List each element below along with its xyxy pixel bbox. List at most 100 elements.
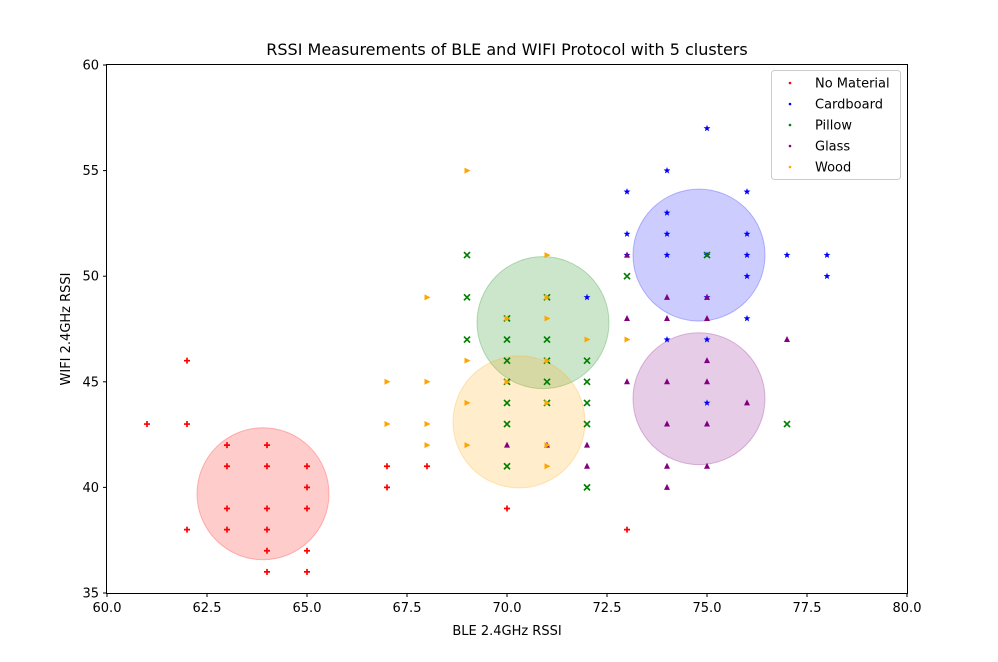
y-tick-label: 60 — [82, 59, 99, 74]
data-point — [304, 484, 310, 491]
data-point — [504, 315, 511, 322]
data-point — [664, 378, 670, 385]
data-point — [584, 462, 590, 469]
data-point — [184, 421, 190, 428]
data-point — [304, 547, 310, 554]
x-tick-label: 65.0 — [293, 601, 322, 616]
data-point — [823, 251, 831, 258]
data-point — [703, 251, 711, 259]
series-1 — [583, 124, 831, 406]
data-point — [224, 526, 230, 533]
data-point — [463, 293, 471, 301]
y-tick-label: 50 — [82, 270, 99, 285]
x-tick-label: 67.5 — [393, 601, 422, 616]
data-point — [703, 335, 711, 343]
data-point — [503, 462, 511, 470]
series-3 — [504, 251, 790, 490]
y-tick-label: 55 — [82, 164, 99, 179]
data-point — [744, 399, 750, 406]
data-point — [304, 568, 310, 575]
data-point — [543, 335, 551, 344]
legend-label: Cardboard — [815, 98, 883, 113]
data-point — [584, 441, 590, 448]
data-point — [224, 505, 230, 512]
data-point — [424, 294, 431, 301]
y-axis: 35 40 45 50 55 60 — [82, 59, 107, 602]
data-point — [184, 357, 190, 364]
data-point — [704, 462, 710, 469]
cluster-circle-1 — [632, 188, 766, 322]
legend-marker — [788, 165, 792, 169]
data-point — [663, 209, 671, 216]
data-point — [743, 272, 751, 280]
cluster-circle-3 — [632, 332, 766, 466]
series-4 — [384, 167, 631, 470]
legend-marker — [788, 144, 792, 148]
data-point — [504, 505, 510, 512]
data-point — [224, 463, 230, 470]
data-point — [664, 483, 670, 490]
data-point — [384, 421, 391, 428]
data-point — [503, 399, 511, 407]
data-point — [464, 167, 471, 174]
data-point — [463, 335, 471, 344]
x-tick-label: 72.5 — [593, 601, 622, 616]
data-point — [424, 442, 431, 449]
legend-marker — [788, 123, 792, 127]
data-point — [624, 526, 630, 533]
data-point — [783, 420, 791, 428]
data-point — [704, 420, 710, 427]
data-point — [624, 251, 630, 258]
data-point — [783, 251, 791, 258]
data-point — [583, 420, 591, 428]
cluster-circles — [196, 188, 766, 561]
data-point — [424, 378, 431, 385]
data-point — [663, 251, 671, 258]
data-point — [663, 335, 671, 343]
data-point — [544, 442, 551, 449]
data-point — [663, 230, 671, 237]
data-point — [384, 484, 390, 491]
x-axis: 60.0 62.5 65.0 67.5 70.0 72.5 75.0 77.5 80.0 — [93, 593, 921, 616]
data-point — [144, 421, 150, 428]
data-point — [543, 378, 551, 386]
data-point — [264, 463, 270, 470]
data-point — [464, 399, 471, 406]
legend-label: Glass — [815, 140, 850, 155]
data-point — [583, 399, 591, 407]
data-point — [544, 315, 551, 322]
data-point — [264, 505, 270, 512]
data-point — [503, 420, 511, 428]
y-axis-label: WIFI 2.4GHz RSSI — [59, 273, 74, 386]
data-point — [304, 505, 310, 512]
y-tick-label: 45 — [82, 375, 99, 390]
data-point — [584, 336, 591, 343]
x-tick-label: 77.5 — [793, 601, 822, 616]
data-point — [664, 293, 670, 300]
data-point — [544, 463, 551, 470]
data-point — [624, 336, 631, 343]
data-point — [704, 357, 710, 364]
x-tick-label: 60.0 — [93, 601, 122, 616]
data-point — [583, 357, 591, 365]
cluster-circle-0 — [196, 427, 330, 561]
data-point — [583, 483, 591, 492]
data-point — [304, 463, 310, 470]
data-point — [823, 272, 831, 280]
legend: No Material Cardboard Pillow Glass Wood — [771, 70, 901, 180]
data-points — [144, 124, 831, 575]
data-point — [743, 251, 751, 258]
data-point — [504, 378, 511, 385]
legend-label: No Material — [815, 77, 890, 92]
data-point — [544, 294, 551, 301]
y-tick-label: 40 — [82, 481, 99, 496]
data-point — [544, 357, 551, 364]
legend-label: Wood — [815, 161, 851, 176]
x-axis-label: BLE 2.4GHz RSSI — [452, 624, 561, 639]
cluster-circle-4 — [452, 355, 586, 489]
data-point — [503, 335, 511, 344]
x-tick-label: 62.5 — [193, 601, 222, 616]
data-point — [664, 420, 670, 427]
data-point — [623, 272, 631, 280]
